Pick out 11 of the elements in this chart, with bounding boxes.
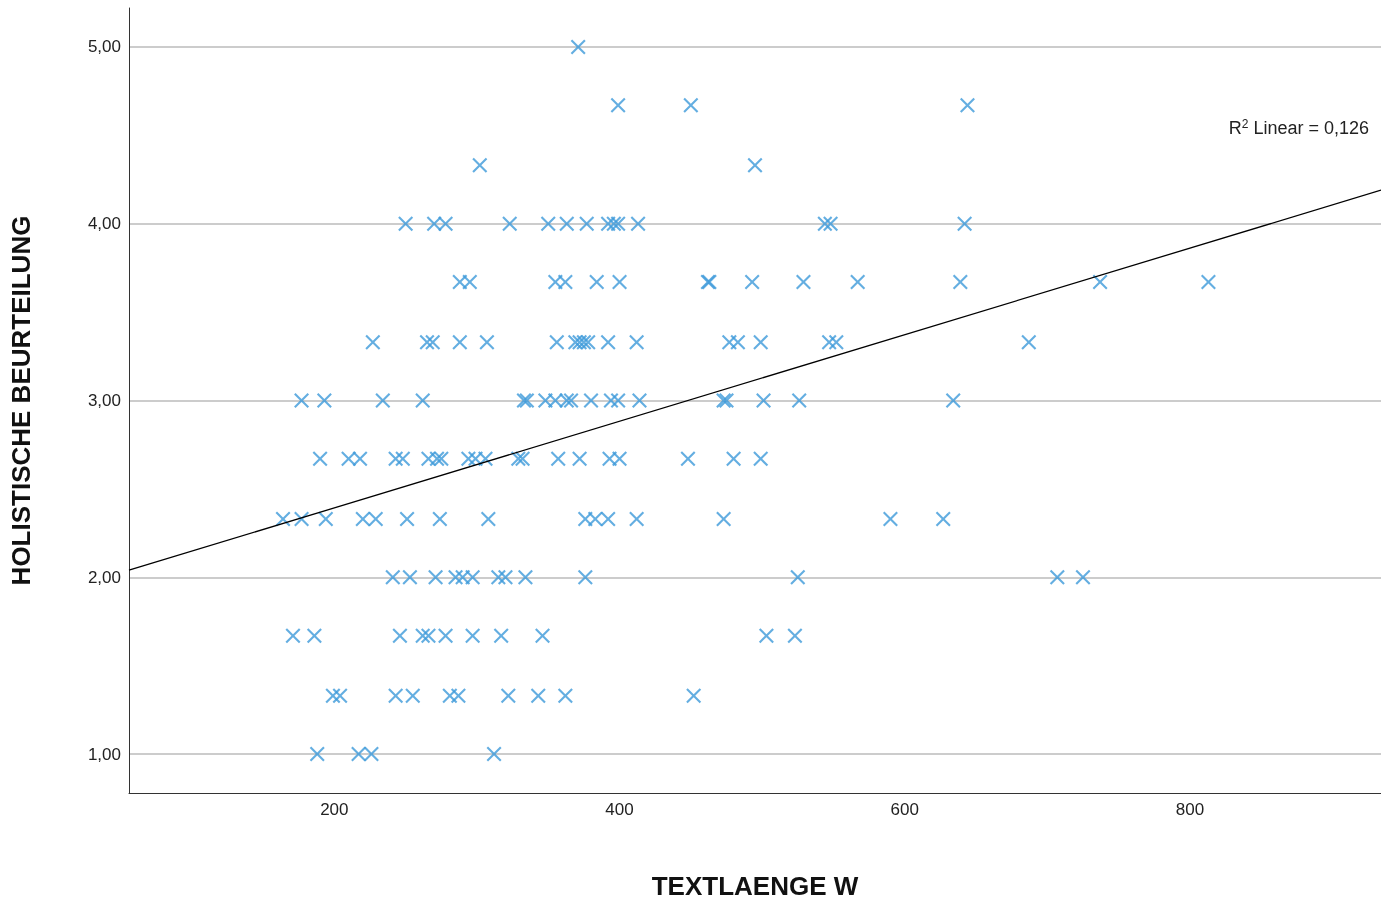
y-tick-label: 4,00: [87, 214, 121, 234]
x-tick-label: 200: [320, 800, 349, 819]
y-tick-label: 5,00: [87, 37, 121, 57]
x-tick-label: 800: [1175, 800, 1205, 819]
y-tick-label: 2,00: [87, 567, 121, 587]
x-tick-label: 600: [890, 800, 919, 819]
y-tick-label: 3,00: [87, 391, 121, 410]
y-tick-label: 1,00: [87, 744, 121, 764]
x-tick-label: 400: [605, 800, 634, 819]
y-axis-title: HOLISTISCHE BEURTEILUNG: [6, 215, 36, 586]
x-axis-title: TEXTLAENGE W: [651, 871, 859, 901]
